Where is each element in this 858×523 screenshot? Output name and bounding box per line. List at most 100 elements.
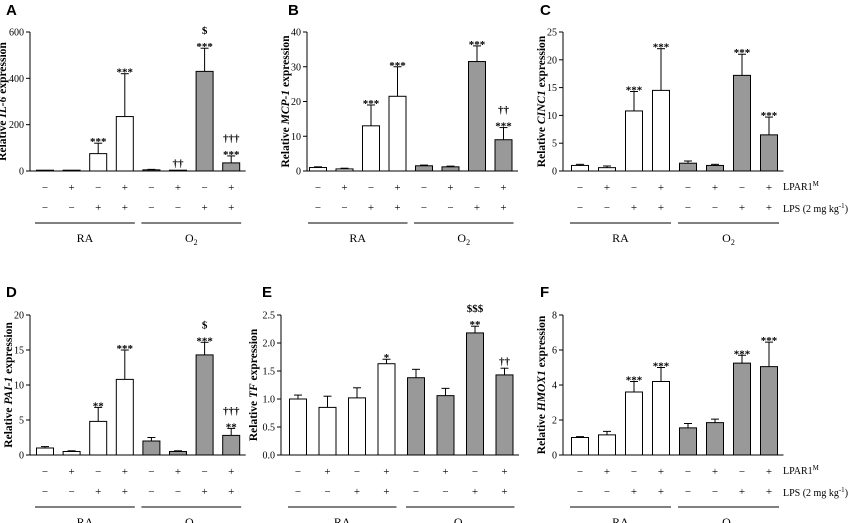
bar — [309, 167, 327, 172]
group-label-o2: O2 — [454, 515, 467, 523]
lpar1-sign: − — [201, 466, 207, 478]
lps-sign: − — [712, 202, 718, 214]
significance-label: *** — [196, 41, 213, 53]
lpar1-sign: + — [712, 182, 718, 194]
lpar1-sign: + — [604, 182, 610, 194]
y-axis-label-gene: IL-6 — [0, 96, 9, 118]
y-tick-label: 2.0 — [263, 339, 276, 350]
panel-letter: F — [540, 284, 549, 301]
lps-sign: + — [658, 202, 664, 214]
lps-sign: + — [354, 486, 360, 498]
y-axis-label-gene: TF — [248, 383, 260, 398]
y-axis-label-prefix: Relative — [536, 411, 548, 454]
y-tick-label: 0 — [552, 167, 557, 178]
lps-sign: − — [315, 202, 321, 214]
significance-label: †† — [498, 105, 510, 117]
lps-sign: − — [68, 486, 74, 498]
bar — [62, 451, 81, 456]
lps-sign: + — [500, 202, 506, 214]
legend-lps: LPS (2 mg kg-1) — [783, 202, 848, 215]
y-tick-label: 2.5 — [263, 311, 276, 322]
lps-sign: − — [42, 202, 48, 214]
y-tick-label: 5 — [19, 416, 24, 427]
y-axis-label-prefix: Relative — [536, 124, 548, 167]
lps-sign: + — [95, 202, 101, 214]
lps-sign: + — [631, 202, 637, 214]
bar — [625, 391, 643, 456]
lpar1-sign: + — [341, 182, 347, 194]
lps-sign: + — [472, 486, 478, 498]
lps-sign: + — [228, 202, 234, 214]
lpar1-sign: + — [68, 182, 74, 194]
lpar1-sign: + — [766, 466, 772, 478]
panel-letter: C — [540, 2, 551, 19]
panel-letter: A — [6, 2, 17, 19]
lpar1-sign: − — [95, 182, 101, 194]
lps-sign: + — [228, 486, 234, 498]
lps-sign: − — [604, 202, 610, 214]
lps-sign: + — [122, 486, 128, 498]
lps-sign: + — [658, 486, 664, 498]
bar — [494, 139, 513, 172]
y-tick-label: 2 — [552, 416, 557, 427]
lpar1-sign: + — [228, 182, 234, 194]
lps-sign: + — [201, 202, 207, 214]
bar — [222, 162, 241, 172]
lps-sign: + — [383, 486, 389, 498]
lps-sign: − — [148, 202, 154, 214]
lps-sign: + — [474, 202, 480, 214]
lps-sign: + — [122, 202, 128, 214]
y-tick-label: 0 — [552, 451, 557, 462]
bar — [169, 169, 187, 172]
bar — [36, 169, 54, 172]
lps-sign: + — [631, 486, 637, 498]
lpar1-sign: + — [442, 466, 448, 478]
y-axis-label-suffix: expression — [248, 328, 260, 383]
y-tick-label: 400 — [9, 74, 24, 85]
lpar1-sign: − — [421, 182, 427, 194]
significance-label: *** — [653, 361, 670, 373]
y-tick-label: 40 — [291, 28, 301, 39]
panel-letter: D — [6, 284, 17, 301]
legend-lps: LPS (2 mg kg-1) — [783, 486, 848, 499]
significance-label: *** — [734, 47, 751, 59]
bar — [415, 165, 433, 172]
lpar1-sign: − — [739, 466, 745, 478]
bar — [142, 440, 161, 456]
y-tick-label: 15 — [14, 346, 24, 357]
bar — [436, 395, 455, 456]
bar — [115, 116, 134, 172]
y-axis-label-prefix: Relative — [248, 398, 260, 441]
significance-label: ** — [93, 400, 105, 412]
bar — [36, 447, 54, 456]
y-tick-label: 0 — [296, 167, 301, 178]
bar — [652, 381, 670, 456]
lpar1-sign: + — [447, 182, 453, 194]
y-tick-label: 10 — [547, 111, 557, 122]
y-tick-label: 20 — [14, 311, 24, 322]
bar — [318, 406, 337, 456]
y-axis-label-prefix: Relative — [0, 118, 9, 161]
lps-sign: − — [685, 486, 691, 498]
lpar1-sign: − — [148, 182, 154, 194]
lpar1-sign: − — [577, 466, 583, 478]
group-label-ra: RA — [349, 231, 366, 245]
y-tick-label: 4 — [552, 381, 557, 392]
bar — [598, 167, 616, 172]
significance-label: $ — [202, 25, 208, 37]
y-tick-label: 200 — [9, 120, 24, 131]
bar — [760, 366, 778, 456]
y-tick-label: 1.0 — [263, 395, 276, 406]
significance-label: *** — [117, 343, 134, 355]
lpar1-sign: − — [631, 182, 637, 194]
significance-label: *** — [469, 39, 486, 51]
lpar1-sign: − — [631, 466, 637, 478]
bar — [169, 451, 187, 456]
bar — [407, 377, 425, 456]
bar — [222, 434, 241, 456]
y-axis-label-suffix: expression — [280, 35, 292, 90]
